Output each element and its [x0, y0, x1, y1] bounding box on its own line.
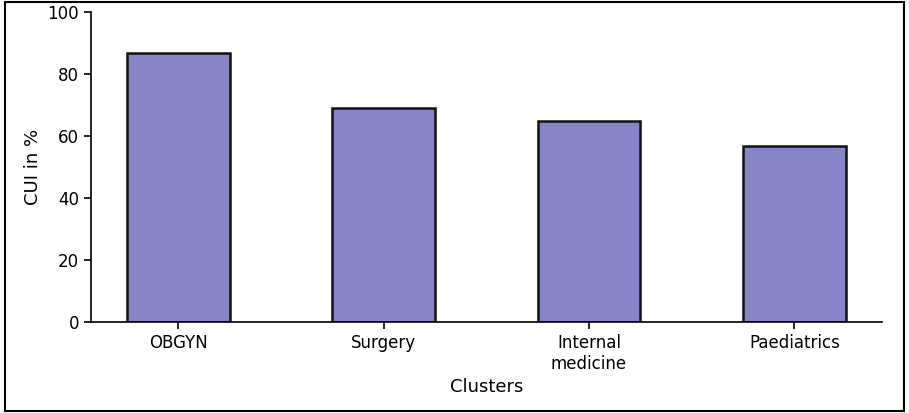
Bar	[333, 109, 435, 322]
Bar	[537, 121, 640, 322]
Bar	[127, 53, 230, 322]
Y-axis label: CUI in %: CUI in %	[24, 129, 42, 205]
X-axis label: Clusters: Clusters	[450, 378, 523, 396]
Bar	[743, 145, 845, 322]
